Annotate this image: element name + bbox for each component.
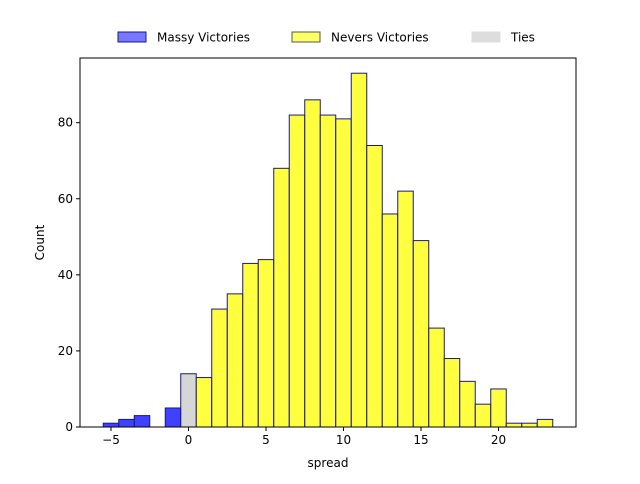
bar-nevers-victories-20: [505, 422, 523, 428]
y-tick-label-4: 80: [58, 116, 73, 130]
x-tick-label-3: 10: [336, 433, 351, 447]
bar-nevers-victories-6: [288, 114, 306, 428]
y-tick-label-3: 60: [58, 192, 73, 206]
y-axis-title: Count: [33, 224, 47, 260]
bar-nevers-victories-19: [490, 388, 507, 428]
bar-ties-0: [180, 373, 197, 428]
bar-massy-victories-2: [133, 415, 151, 428]
bar-nevers-victories-18: [474, 403, 492, 428]
x-tick-label-5: 20: [491, 433, 506, 447]
bar-nevers-victories-4: [257, 259, 275, 428]
bar-nevers-victories-13: [397, 190, 414, 428]
legend-swatch-ties: [471, 31, 501, 43]
bar-massy-victories-3: [164, 407, 182, 428]
legend-label-ties: Ties: [510, 31, 535, 45]
y-tick-label-1: 20: [58, 344, 73, 358]
bar-nevers-victories-10: [350, 72, 368, 428]
legend-label-massy-victories: Massy Victories: [157, 31, 250, 45]
bar-nevers-victories-16: [443, 358, 461, 428]
bar-nevers-victories-12: [381, 213, 399, 428]
bar-nevers-victories-11: [366, 144, 383, 428]
plot-frame: [79, 57, 577, 428]
bar-nevers-victories-0: [195, 377, 213, 428]
bar-nevers-victories-14: [412, 240, 430, 428]
legend-swatch-massy-victories: [117, 31, 147, 43]
legend-label-nevers-victories: Nevers Victories: [331, 31, 429, 45]
legend: Massy Victories Nevers Victories Ties: [117, 31, 535, 45]
bar-nevers-victories-9: [335, 118, 352, 428]
bar-massy-victories-0: [102, 422, 120, 428]
bar-nevers-victories-22: [536, 418, 554, 428]
bar-massy-victories-1: [118, 418, 135, 428]
bar-nevers-victories-8: [319, 114, 337, 428]
bar-nevers-victories-3: [242, 262, 259, 428]
y-axis: 0 20 40 60 80: [58, 116, 80, 434]
x-tick-label-0: −5: [102, 433, 120, 447]
y-tick-label-2: 40: [58, 268, 73, 282]
bar-nevers-victories-15: [428, 327, 445, 428]
legend-swatch-nevers-victories: [291, 31, 321, 43]
bar-nevers-victories-7: [304, 99, 321, 428]
x-axis-title: spread: [308, 456, 349, 470]
bars-layer: [102, 72, 554, 428]
x-tick-label-2: 5: [262, 433, 270, 447]
bar-nevers-victories-2: [226, 293, 244, 428]
bar-nevers-victories-5: [273, 167, 290, 428]
x-axis: −5 0 5 10 15 20: [102, 427, 506, 447]
x-tick-label-4: 15: [413, 433, 428, 447]
y-tick-label-0: 0: [65, 420, 73, 434]
bar-nevers-victories-1: [211, 308, 228, 428]
x-tick-label-1: 0: [185, 433, 193, 447]
bar-nevers-victories-17: [459, 380, 476, 428]
bar-nevers-victories-21: [521, 422, 538, 428]
